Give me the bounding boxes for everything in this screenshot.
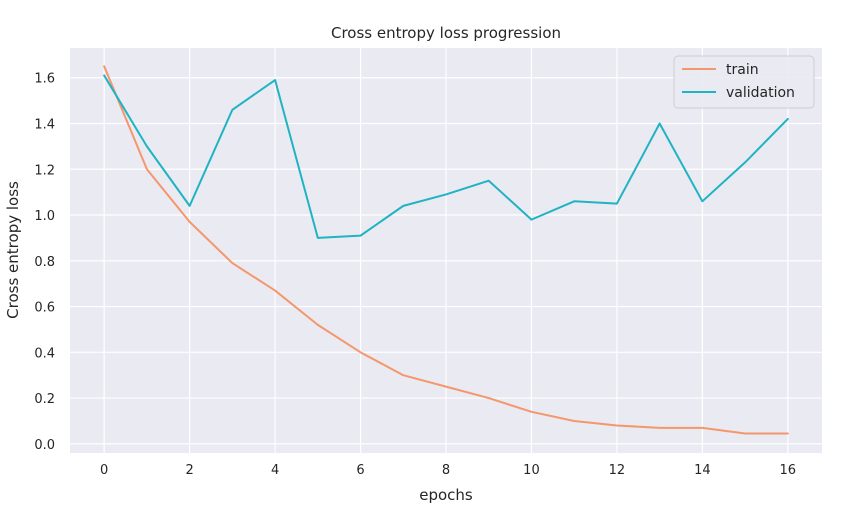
y-tick-label: 1.2 <box>34 163 55 178</box>
x-tick-label: 0 <box>100 463 108 478</box>
x-tick-label: 2 <box>185 463 193 478</box>
legend-label-validation: validation <box>726 85 795 101</box>
y-tick-label: 0.2 <box>34 392 55 407</box>
series-lines <box>103 65 789 435</box>
y-tick-label: 0.0 <box>34 438 55 453</box>
x-tick-label: 6 <box>356 463 364 478</box>
y-axis-label: Cross entropy loss <box>4 181 22 319</box>
x-tick-label: 10 <box>523 463 540 478</box>
x-tick-label: 16 <box>780 463 797 478</box>
series-line-validation <box>103 74 789 239</box>
y-tick-label: 0.4 <box>34 346 55 361</box>
legend-label-train: train <box>726 62 759 78</box>
y-tick-label: 1.6 <box>34 72 55 87</box>
y-tick-label: 1.4 <box>34 118 55 133</box>
x-tick-label: 12 <box>609 463 626 478</box>
y-tick-label: 1.0 <box>34 209 55 224</box>
x-tick-label: 8 <box>442 463 450 478</box>
series-line-train <box>103 65 789 435</box>
y-tick-label: 0.8 <box>34 255 55 270</box>
chart-title: Cross entropy loss progression <box>331 24 561 42</box>
y-axis-ticks: 0.0 0.2 0.4 0.6 0.8 1.0 1.2 1.4 1.6 <box>34 72 55 453</box>
legend: train validation <box>673 55 815 109</box>
y-tick-label: 0.6 <box>34 301 55 316</box>
x-axis-ticks: 0 2 4 6 8 10 12 14 16 <box>100 463 796 478</box>
x-tick-label: 4 <box>271 463 279 478</box>
x-tick-label: 14 <box>694 463 711 478</box>
x-axis-label: epochs <box>419 486 473 504</box>
gridlines <box>70 48 822 453</box>
